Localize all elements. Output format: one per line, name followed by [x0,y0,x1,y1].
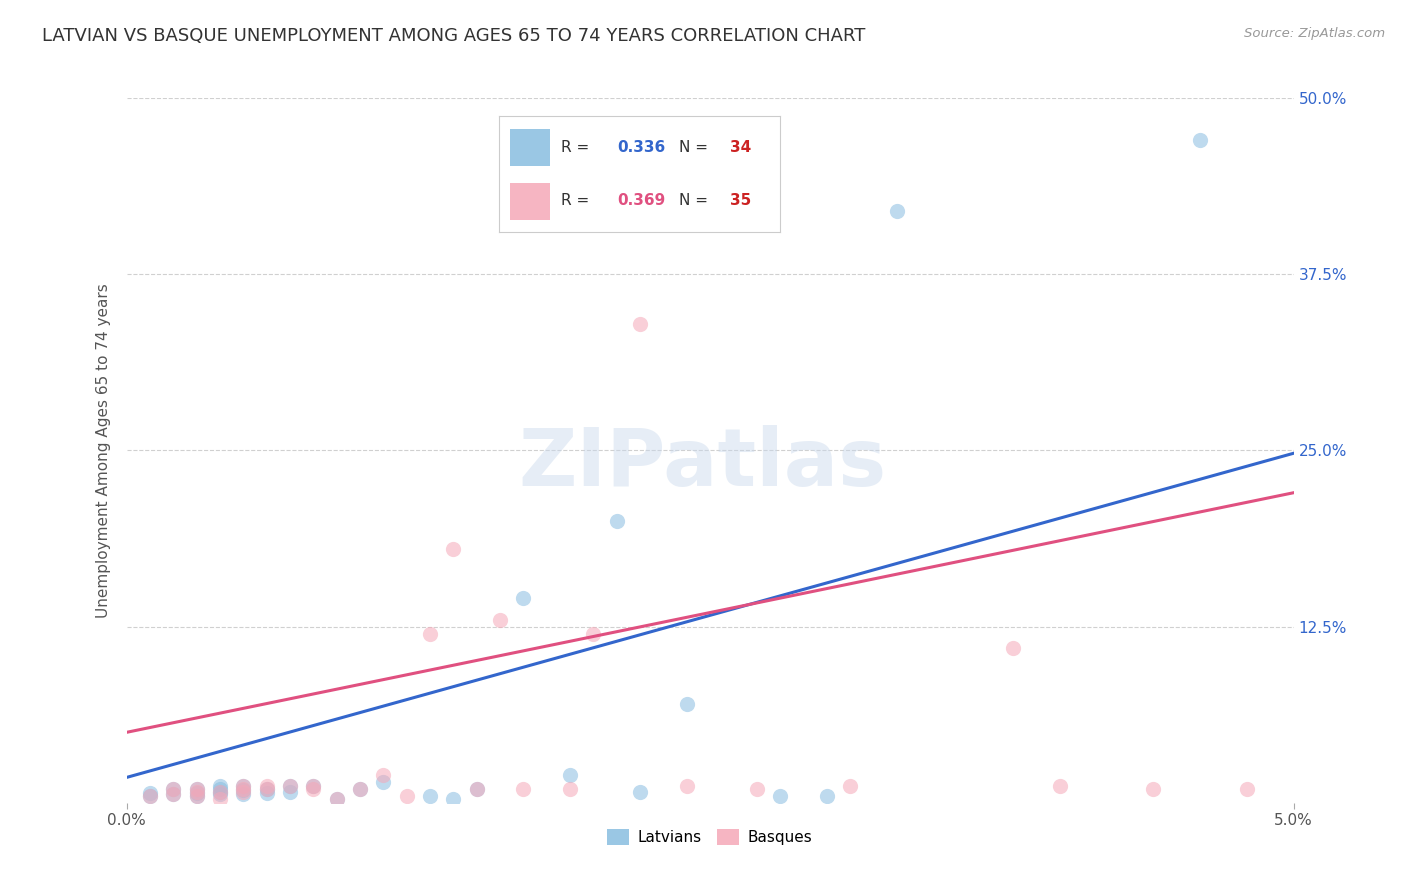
Point [465,781,488,796]
Point [325,791,347,805]
Point [349,781,371,796]
Point [349,781,371,796]
Point [186,789,208,803]
Point [886,203,908,218]
Point [256,781,278,796]
Point [1049,779,1071,793]
Text: 34: 34 [730,140,751,155]
Point [1236,781,1258,796]
Point [256,779,278,793]
Point [325,791,347,805]
Text: LATVIAN VS BASQUE UNEMPLOYMENT AMONG AGES 65 TO 74 YEARS CORRELATION CHART: LATVIAN VS BASQUE UNEMPLOYMENT AMONG AGE… [42,27,866,45]
Text: N =: N = [679,193,713,208]
Text: N =: N = [679,140,713,155]
Point [186,781,208,796]
Point [302,779,325,793]
Point [1142,781,1164,796]
Point [256,786,278,800]
Point [208,784,231,798]
Point [278,779,301,793]
Point [302,781,325,796]
Point [302,779,325,793]
Point [232,783,254,797]
Point [839,779,862,793]
Point [745,781,768,796]
Point [419,626,441,640]
Point [208,781,231,796]
Text: R =: R = [561,193,595,208]
Text: 35: 35 [730,193,751,208]
Y-axis label: Unemployment Among Ages 65 to 74 years: Unemployment Among Ages 65 to 74 years [96,283,111,618]
Point [162,788,184,802]
Point [558,767,581,781]
Point [1002,640,1025,655]
Point [208,791,231,805]
Text: Source: ZipAtlas.com: Source: ZipAtlas.com [1244,27,1385,40]
Point [815,789,838,803]
Point [232,781,254,796]
Point [628,317,651,331]
Point [419,789,441,803]
Point [373,767,395,781]
Text: R =: R = [561,140,595,155]
Point [139,789,162,803]
Point [278,784,301,798]
Point [186,789,208,803]
Point [208,788,231,802]
Text: 0.369: 0.369 [617,193,665,208]
Point [558,781,581,796]
Point [675,779,697,793]
Point [186,786,208,800]
Point [232,784,254,798]
Point [208,779,231,793]
Point [162,788,184,802]
Point [186,784,208,798]
Point [512,781,534,796]
Point [139,789,162,803]
Point [582,626,605,640]
Point [1189,133,1212,147]
Point [208,784,231,798]
FancyBboxPatch shape [510,128,550,166]
Point [139,786,162,800]
Point [162,781,184,796]
Point [465,781,488,796]
Point [232,779,254,793]
Point [675,697,697,711]
Legend: Latvians, Basques: Latvians, Basques [602,823,818,852]
Point [186,781,208,796]
Text: 0.336: 0.336 [617,140,665,155]
Point [769,789,792,803]
Point [395,789,418,803]
Point [373,774,395,789]
Point [489,613,512,627]
Point [441,542,464,557]
FancyBboxPatch shape [510,183,550,220]
Point [232,788,254,802]
Point [628,784,651,798]
Point [606,514,628,528]
Point [232,779,254,793]
Point [441,791,464,805]
Point [256,781,278,796]
Point [278,779,301,793]
Point [512,591,534,606]
Text: ZIPatlas: ZIPatlas [519,425,887,503]
Point [162,781,184,796]
